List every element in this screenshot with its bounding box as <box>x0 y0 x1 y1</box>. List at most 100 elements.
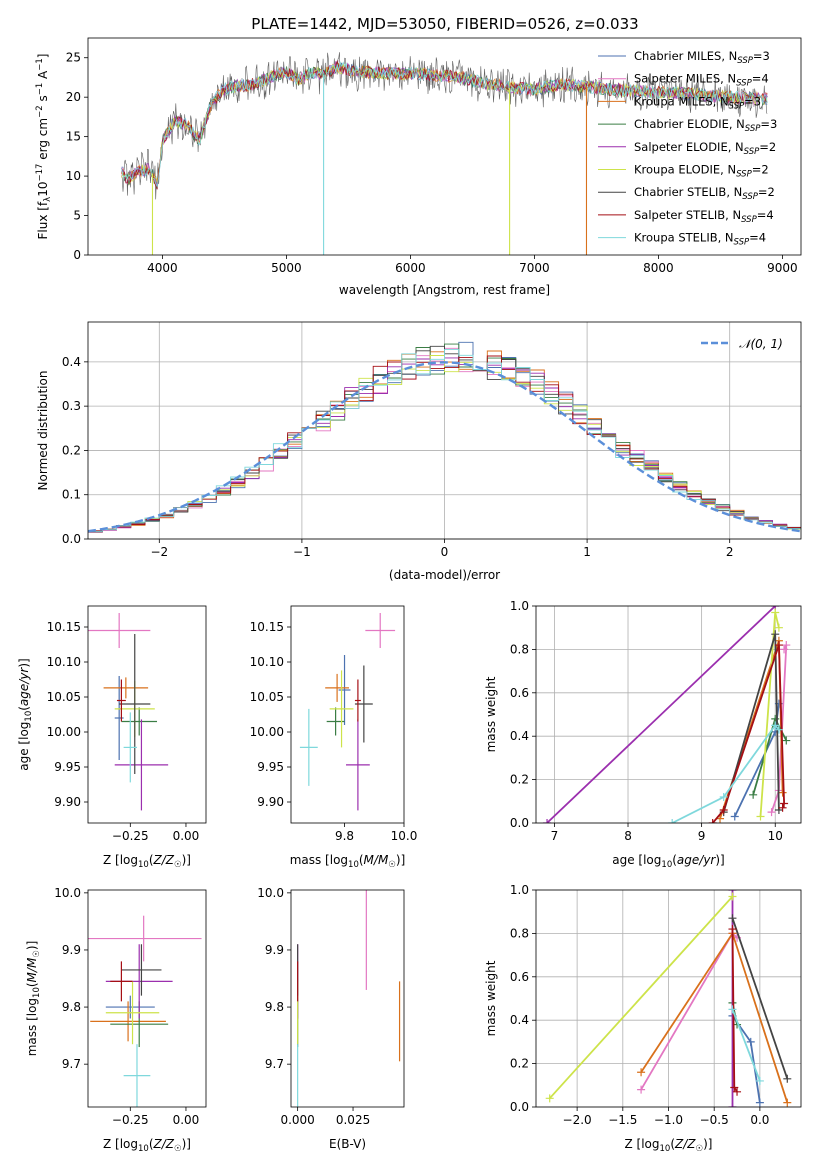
series-point <box>774 805 783 814</box>
x-tick-label: 9.8 <box>335 829 354 843</box>
y-tick-label: 10.05 <box>47 690 81 704</box>
x-tick-label: 0.0 <box>750 1113 769 1127</box>
x-tick-label: 10.0 <box>391 829 418 843</box>
y-tick-label: 10.10 <box>47 655 81 669</box>
x-tick-label: −1.0 <box>654 1113 683 1127</box>
y-tick-label: 0.0 <box>510 1100 529 1114</box>
residuals-histogram-panel: −2 −1 0 1 2 0.0 0.1 0.2 0.3 0.4 𝒩(0, 1) (data-model… <box>36 321 802 582</box>
y-tick-label: 9.95 <box>54 760 81 774</box>
y-tick-label: 0.2 <box>510 1057 529 1071</box>
y-tick-label: 0.2 <box>62 443 81 457</box>
legend-entry: Kroupa MILES, NSSP=3 <box>634 94 761 111</box>
error-bar-salpeter-miles <box>88 915 202 962</box>
series-kroupa-elodie <box>756 608 783 821</box>
y-tick-label: 0.0 <box>62 532 81 546</box>
x-tick-label: −0.5 <box>700 1113 729 1127</box>
x-tick-label: 0.00 <box>173 1113 200 1127</box>
series-point <box>780 799 789 808</box>
series-point <box>783 1074 792 1083</box>
massweight-vs-age-panel: 7 8 9 10 0.0 0.2 0.4 0.6 0.8 1.0 age [log10(age/yr… <box>484 599 802 870</box>
axes-frame <box>87 37 802 256</box>
y-tick-label: 1.0 <box>510 599 529 613</box>
x-tick-label: −0.25 <box>112 1113 149 1127</box>
series-point <box>780 645 789 654</box>
massweight-vs-metallicity-panel: −2.0 −1.5 −1.0 −0.5 0.0 0.0 0.2 0.4 0.6 0.8 1.0 Z [… <box>484 883 802 1154</box>
error-bar-chabrier-miles <box>338 655 351 725</box>
series-chabrier-stelib <box>728 914 792 1083</box>
x-tick-label: −2.0 <box>563 1113 592 1127</box>
y-tick-label: 10.05 <box>250 690 284 704</box>
y-tick-label: 0.1 <box>62 488 81 502</box>
error-bar-kroupa-miles <box>103 677 149 699</box>
x-tick-label: 0.000 <box>280 1113 314 1127</box>
series-line <box>671 723 780 823</box>
series-point <box>746 1037 755 1046</box>
y-tick-label: 0.4 <box>510 729 529 743</box>
legend-entry: Kroupa STELIB, NSSP=4 <box>634 231 766 248</box>
x-tick-label: 7000 <box>519 261 550 275</box>
axes-frame <box>87 605 207 824</box>
error-bar-salpeter-stelib <box>354 679 361 722</box>
y-tick-label: 9.9 <box>265 943 284 957</box>
error-bar-salpeter-miles <box>88 613 151 648</box>
series-point <box>771 721 780 730</box>
spectrum-lines <box>121 52 768 255</box>
series-point <box>730 812 739 821</box>
y-axis-label: Normed distribution <box>36 371 50 491</box>
series-point <box>774 725 783 734</box>
age-vs-metallicity-panel: −0.25 0.00 9.90 9.95 10.00 10.05 10.10 10.15 Z [… <box>17 605 207 870</box>
spectrum-line-chabrier-stelib <box>121 52 768 200</box>
legend-entry: Salpeter STELIB, NSSP=4 <box>634 208 774 225</box>
y-tick-label: 10.15 <box>47 620 81 634</box>
x-tick-label: −2 <box>150 545 168 559</box>
legend-entry: Salpeter MILES, NSSP=4 <box>634 72 769 89</box>
legend-entry: Chabrier MILES, NSSP=3 <box>634 49 770 66</box>
y-tick-label: 0.3 <box>62 399 81 413</box>
x-axis-label: Z [log10(Z/Z☉)] <box>103 1137 191 1154</box>
y-tick-label: 0.4 <box>62 355 81 369</box>
series-line <box>546 606 776 823</box>
series-point <box>774 641 783 650</box>
y-tick-label: 10.00 <box>250 725 284 739</box>
y-tick-label: 9.8 <box>62 1000 81 1014</box>
y-tick-label: 0.6 <box>510 686 529 700</box>
y-tick-label: 0 <box>73 248 81 262</box>
y-tick-label: 10.0 <box>54 886 81 900</box>
error-bar-salpeter-stelib <box>116 679 126 722</box>
y-tick-label: 9.7 <box>62 1057 81 1071</box>
axes-frame <box>87 321 802 540</box>
series-salpeter-elodie <box>543 606 780 823</box>
series-line <box>549 895 734 1099</box>
axes-frame <box>535 889 802 1108</box>
y-tick-label: 0.6 <box>510 970 529 984</box>
y-tick-label: 10.0 <box>257 886 284 900</box>
series-point <box>728 1103 737 1107</box>
y-tick-label: 1.0 <box>510 883 529 897</box>
axes-frame <box>87 889 207 1108</box>
histograms <box>88 341 801 533</box>
series-lines <box>543 606 791 823</box>
error-bar-chabrier-miles <box>105 995 155 1019</box>
series-kroupa-elodie <box>545 892 737 1103</box>
series-lines <box>545 890 792 1107</box>
error-bar-chabrier-miles <box>114 676 124 760</box>
legend-entry: Chabrier STELIB, NSSP=2 <box>634 185 775 202</box>
legend-entry: Salpeter ELODIE, NSSP=2 <box>634 140 776 157</box>
x-axis-label: E(B-V) <box>329 1137 366 1151</box>
series-point <box>637 1085 646 1094</box>
x-axis-label: Z [log10(Z/Z☉)] <box>103 853 191 870</box>
y-tick-label: 9.8 <box>265 1000 284 1014</box>
x-tick-label: 5000 <box>271 261 302 275</box>
figure-title: PLATE=1442, MJD=53050, FIBERID=0526, z=0… <box>251 15 638 33</box>
series-point <box>767 808 776 817</box>
error-bar-salpeter-elodie <box>114 719 169 811</box>
y-tick-label: 9.90 <box>257 795 284 809</box>
series-point <box>755 1098 764 1107</box>
y-axis-label: mass [log10(M/M☉)] <box>25 941 42 1057</box>
y-tick-label: 15 <box>66 130 81 144</box>
mass-vs-metallicity-panel: −0.25 0.00 9.7 9.8 9.9 10.0 Z [log10(Z/Z☉)] mas… <box>25 886 207 1154</box>
age-vs-mass-panel: 9.8 10.0 9.90 9.95 10.00 10.05 10.10 10.15 mass … <box>250 605 418 870</box>
series-point <box>728 925 737 934</box>
x-tick-label: −0.25 <box>112 829 149 843</box>
series-line <box>733 703 780 817</box>
